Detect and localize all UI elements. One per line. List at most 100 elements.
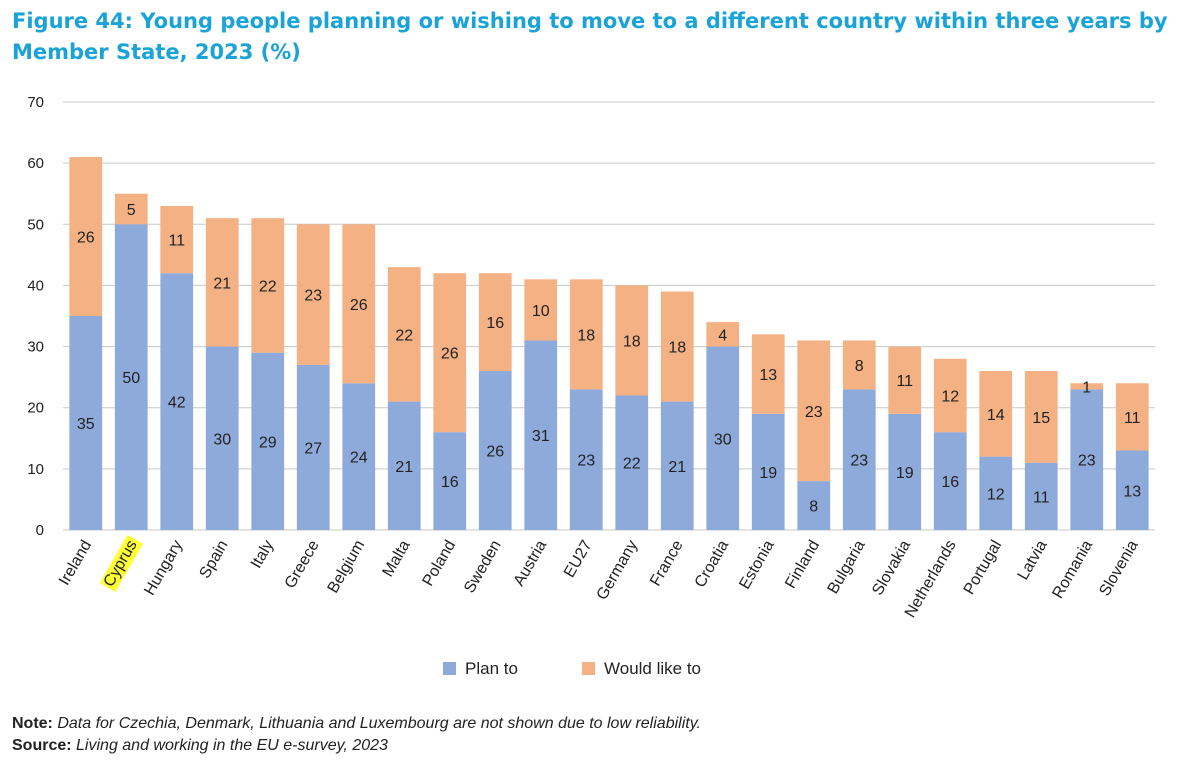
data-label: 13 [1123,483,1141,500]
bar-plan-to [69,316,103,530]
x-tick-label: Sweden [461,538,505,597]
gridlines [63,101,1155,531]
x-tick-label: Bulgaria [825,537,869,596]
x-tick: Belgium [325,538,369,597]
bar-would-like-to [160,205,194,274]
data-label: 22 [259,278,277,295]
x-tick-label: Poland [420,538,460,590]
data-label: 11 [168,233,185,250]
y-tick-label: 60 [27,155,44,172]
x-tick: Croatia [692,537,733,590]
x-tick-label: Spain [197,538,232,582]
bar-would-like-to [979,371,1013,457]
bar-plan-to [114,224,148,531]
bar-would-like-to [751,334,785,414]
bar-plan-to [751,413,785,530]
bar-plan-to [342,383,376,530]
data-label: 18 [577,327,595,344]
bar-plan-to [706,346,740,530]
bar-would-like-to [1024,371,1058,463]
data-label: 42 [168,395,186,412]
source-label: Source: [12,737,72,754]
data-label: 21 [395,459,413,476]
data-label: 16 [441,474,459,491]
bar-would-like-to [387,267,421,402]
bar-would-like-to [933,358,967,433]
x-tick: Austria [511,537,551,589]
data-label: 16 [941,474,959,491]
bar-would-like-to [251,218,285,353]
x-tick-label: Belgium [325,538,369,597]
bar-would-like-to [296,224,330,365]
x-tick: Sweden [461,538,505,597]
data-label: 11 [1033,489,1050,506]
data-label: 14 [987,407,1005,424]
x-tick-label: Latvia [1015,537,1051,583]
y-tick-label: 10 [27,461,44,478]
y-tick-label: 70 [27,94,44,111]
bar-would-like-to [478,273,512,372]
data-label: 18 [668,340,686,357]
y-tick-label: 0 [36,522,44,539]
legend-swatch-would-like-to [582,662,595,675]
data-label: 21 [668,459,686,476]
data-label: 22 [623,456,641,473]
x-tick: Hungary [141,538,186,599]
data-label: 26 [441,346,459,363]
bar-plan-to [387,401,421,530]
x-tick-label: Austria [511,537,551,589]
x-tick: Finland [782,538,823,592]
data-label: 35 [77,416,95,433]
x-axis: Ireland Cyprus Hungary Spain Italy Greece Belg… [56,534,1142,621]
bar-plan-to [160,273,194,530]
x-tick: Poland [420,538,460,590]
data-label: 26 [486,444,504,461]
legend-swatch-plan-to [443,662,456,675]
x-tick-label: Portugal [961,538,1006,598]
data-label: 50 [122,370,140,387]
data-label: 5 [127,202,136,219]
x-tick-label: Slovakia [869,537,914,598]
bar-plan-to [1115,450,1149,530]
x-tick: Ireland [56,538,95,589]
bar-would-like-to [433,273,467,433]
data-label: 4 [718,327,727,344]
x-tick-label: Germany [594,538,642,603]
note-text: Data for Czechia, Denmark, Lithuania and… [57,715,701,732]
data-label: 22 [395,327,413,344]
bar-plan-to [251,352,285,530]
x-tick-label: Romania [1049,537,1096,601]
legend: Plan to Would like to [443,659,701,678]
bar-plan-to [478,371,512,530]
data-label: 30 [213,431,231,448]
x-tick-label: Hungary [141,538,186,599]
bar-plan-to [615,395,649,530]
data-label: 11 [896,373,913,390]
bar-plan-to [842,389,876,530]
x-tick: Latvia [1015,537,1051,583]
x-tick-label: Estonia [736,537,777,592]
bar-plan-to [888,413,922,530]
x-tick-label: Italy [248,538,277,572]
figure-title: Figure 44: Young people planning or wish… [12,9,1168,64]
data-label: 23 [304,288,322,305]
note-line: Note: Data for Czechia, Denmark, Lithuan… [12,713,701,735]
y-tick-label: 50 [27,216,44,233]
x-tick-label: Finland [782,538,823,592]
x-tick-label: Croatia [692,537,733,590]
x-tick: Malta [379,537,413,579]
bar-would-like-to [524,279,558,341]
data-label: 31 [532,428,550,445]
y-axis: 0 10 20 30 40 50 60 70 [27,94,44,539]
data-label: 29 [259,434,277,451]
highlight-marker [99,534,144,593]
bar-plan-to [569,389,603,530]
y-tick-label: 30 [27,339,44,356]
x-tick-label: EU27 [561,537,596,580]
data-label: 10 [532,303,550,320]
bar-plan-to [433,432,467,530]
data-label: 27 [304,440,322,457]
x-tick-label: Slovenia [1096,537,1141,599]
x-tick: Greece [282,537,323,591]
